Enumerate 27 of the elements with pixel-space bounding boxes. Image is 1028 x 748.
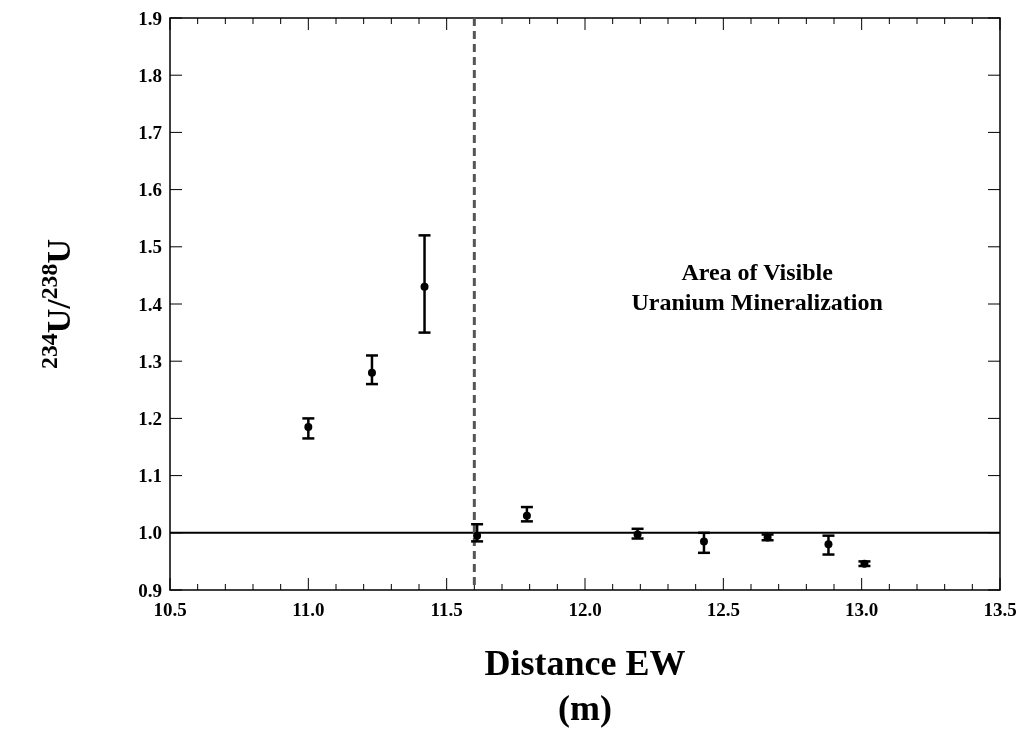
x-tick-label: 12.5 xyxy=(706,599,740,620)
point xyxy=(304,422,313,431)
y-tick-label: 1.5 xyxy=(138,236,162,258)
y-tick-label: 1.9 xyxy=(138,7,162,29)
point xyxy=(420,282,429,291)
y-tick-label: 0.9 xyxy=(138,579,162,601)
x-axis-title: Distance EW (m) xyxy=(484,643,686,728)
x-tick-label: 12.0 xyxy=(568,599,602,620)
y-tick-label: 1.8 xyxy=(138,64,162,86)
x-tick-label: 13.0 xyxy=(845,599,879,620)
y-tick-label: 1.0 xyxy=(138,522,162,544)
point xyxy=(824,540,833,549)
y-tick-label: 1.3 xyxy=(138,350,162,372)
y-tick-label: 1.7 xyxy=(138,122,163,144)
x-tick-label: 10.5 xyxy=(153,599,187,620)
y-tick-label: 1.1 xyxy=(138,465,162,487)
x-tick-label: 11.5 xyxy=(430,599,463,620)
x-tick-label: 13.5 xyxy=(983,599,1017,620)
point xyxy=(522,511,531,520)
point xyxy=(367,368,376,377)
point xyxy=(699,537,708,546)
x-tick-label: 11.0 xyxy=(292,599,325,620)
y-tick-label: 1.4 xyxy=(138,293,163,315)
point xyxy=(473,531,482,540)
y-tick-label: 1.6 xyxy=(138,179,162,201)
annotation: Area of Visible Uranium Mineralization xyxy=(631,259,883,315)
y-tick-label: 1.2 xyxy=(138,408,162,430)
